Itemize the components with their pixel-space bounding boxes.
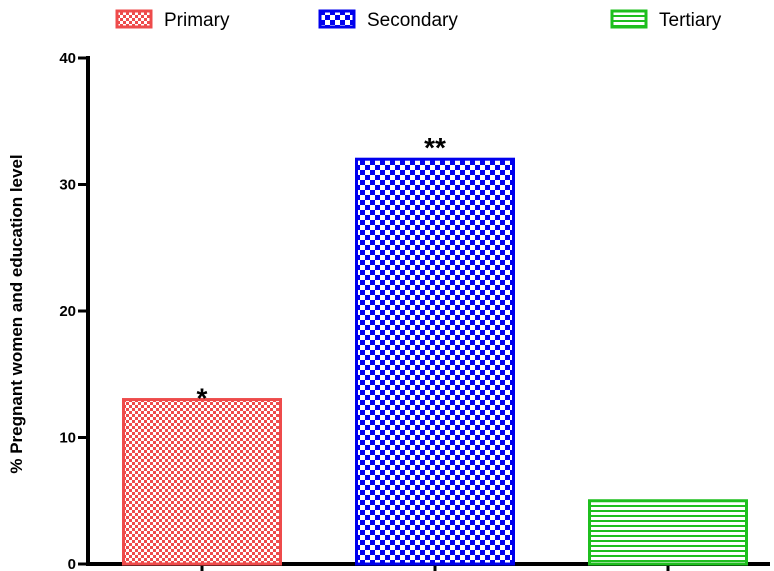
y-axis-title: % Pregnant women and education level — [7, 154, 26, 473]
legend-item-secondary: Secondary — [318, 9, 458, 31]
bar-annotations: *** — [197, 132, 446, 413]
y-tick-label: 10 — [59, 430, 76, 447]
y-tick-label: 0 — [68, 556, 76, 571]
legend-swatch — [115, 9, 153, 29]
legend-label: Tertiary — [659, 10, 722, 31]
significance-marker-secondary: ** — [424, 132, 446, 163]
y-tick-label: 40 — [59, 50, 76, 67]
legend-swatch — [610, 9, 648, 29]
legend: Primary Secondary Tertiary — [115, 9, 722, 31]
bars — [122, 157, 748, 566]
legend-item-primary: Primary — [115, 9, 230, 31]
y-tick-label: 30 — [59, 177, 76, 194]
y-axis: 0 10 20 30 40 — [59, 50, 90, 571]
y-tick-label: 20 — [59, 303, 76, 320]
bar-secondary — [355, 157, 515, 566]
legend-item-tertiary: Tertiary — [610, 9, 722, 31]
legend-label: Primary — [164, 10, 230, 31]
legend-swatch — [318, 9, 356, 29]
bar-primary — [122, 398, 282, 566]
legend-label: Secondary — [367, 10, 458, 31]
significance-marker-primary: * — [197, 383, 208, 414]
bar-tertiary — [588, 499, 748, 566]
